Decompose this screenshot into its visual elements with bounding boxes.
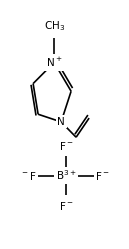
Text: F$^-$: F$^-$ [59, 199, 74, 212]
Text: B$^{3+}$: B$^{3+}$ [56, 169, 76, 183]
Text: $^-$F: $^-$F [21, 170, 37, 182]
Text: F$^-$: F$^-$ [95, 170, 110, 182]
Text: F$^-$: F$^-$ [59, 140, 74, 152]
Text: N$^+$: N$^+$ [46, 56, 62, 69]
Text: CH$_3$: CH$_3$ [43, 19, 65, 33]
Text: N: N [57, 117, 65, 127]
